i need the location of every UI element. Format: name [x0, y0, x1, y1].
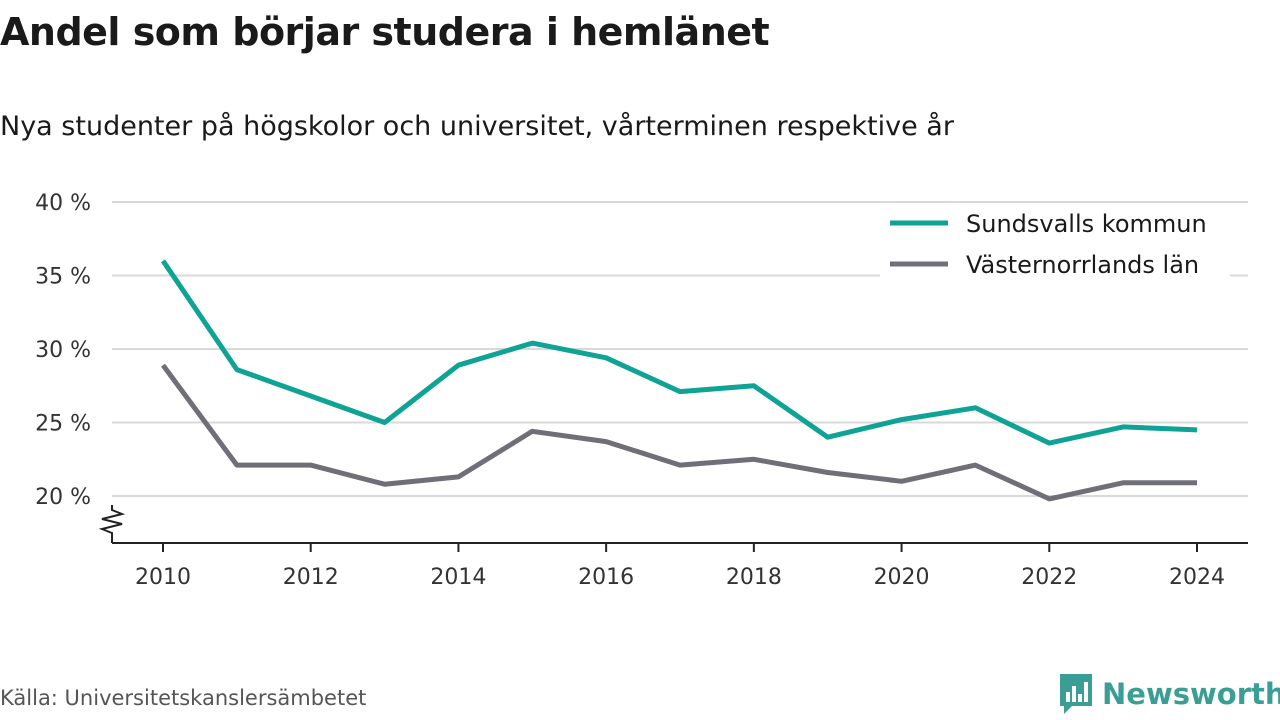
x-tick-label: 2016 [578, 565, 634, 590]
brand[interactable]: Newsworthy [1058, 672, 1280, 716]
y-tick-label: 25 % [35, 412, 91, 437]
legend-label: Västernorrlands län [966, 251, 1199, 279]
y-tick-label: 30 % [35, 338, 91, 363]
x-tick-label: 2024 [1169, 565, 1225, 590]
x-tick-label: 2020 [874, 565, 930, 590]
y-axis-ticks: 20 % 25 % 30 % 35 % 40 % [35, 191, 91, 510]
y-tick-label: 35 % [35, 265, 91, 290]
x-tick-label: 2022 [1021, 565, 1077, 590]
source-note: Källa: Universitetskanslersämbetet [0, 686, 367, 710]
x-tick-label: 2010 [135, 565, 191, 590]
chart-title: Andel som börjar studera i hemlänet [0, 10, 770, 54]
x-tick-label: 2012 [283, 565, 339, 590]
legend: Sundsvalls kommun Västernorrlands län [880, 203, 1230, 281]
y-tick-label: 40 % [35, 191, 91, 216]
line-chart: 20 %25 %30 %35 %40 % 2010 2012 2014 2016 201… [35, 191, 1248, 590]
legend-label: Sundsvalls kommun [966, 210, 1207, 238]
axis-break-icon [98, 505, 126, 543]
newsworthy-logo-icon [1060, 674, 1092, 714]
series-line-1 [160, 363, 1197, 502]
x-axis: 2010 2012 2014 2016 2018 2020 2022 2024 [98, 505, 1248, 590]
brand-name: Newsworthy [1102, 677, 1280, 711]
series-line-0 [160, 259, 1198, 446]
x-tick-label: 2014 [430, 565, 486, 590]
x-tick-label: 2018 [726, 565, 782, 590]
chart-subtitle: Nya studenter på högskolor och universit… [0, 111, 954, 142]
legend-box [880, 203, 1230, 281]
y-tick-label: 20 % [35, 485, 91, 510]
series-lines [160, 259, 1198, 502]
